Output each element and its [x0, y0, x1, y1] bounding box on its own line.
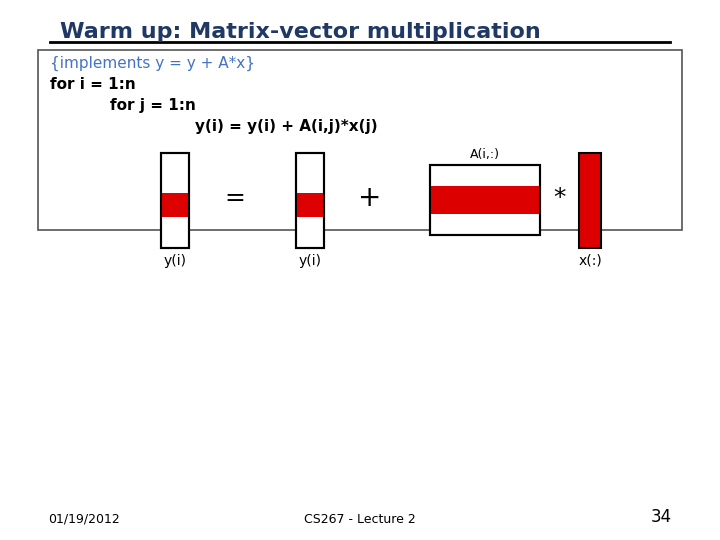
Text: CS267 - Lecture 2: CS267 - Lecture 2 — [304, 513, 416, 526]
Bar — [296, 152, 324, 247]
Bar — [161, 152, 189, 247]
Bar — [161, 152, 189, 247]
Text: *: * — [554, 186, 566, 210]
Text: y(i): y(i) — [163, 253, 186, 267]
Bar — [296, 152, 324, 247]
Text: for i = 1:n: for i = 1:n — [50, 77, 136, 92]
Text: =: = — [225, 186, 246, 210]
Text: for j = 1:n: for j = 1:n — [110, 98, 196, 113]
Bar — [430, 186, 540, 214]
Text: y(i) = y(i) + A(i,j)*x(j): y(i) = y(i) + A(i,j)*x(j) — [195, 119, 377, 134]
Bar — [579, 152, 601, 247]
Text: x(:): x(:) — [578, 253, 602, 267]
Text: A(i,:): A(i,:) — [470, 148, 500, 161]
Bar — [430, 165, 540, 235]
Text: 01/19/2012: 01/19/2012 — [48, 513, 120, 526]
Text: {implements y = y + A*x}: {implements y = y + A*x} — [50, 56, 255, 71]
Text: 34: 34 — [651, 508, 672, 526]
Bar — [161, 193, 189, 217]
Text: y(i): y(i) — [299, 253, 322, 267]
Text: +: + — [359, 184, 382, 212]
Bar — [430, 165, 540, 235]
Bar — [296, 193, 324, 217]
Bar — [38, 50, 682, 230]
Text: Warm up: Matrix-vector multiplication: Warm up: Matrix-vector multiplication — [60, 22, 541, 42]
